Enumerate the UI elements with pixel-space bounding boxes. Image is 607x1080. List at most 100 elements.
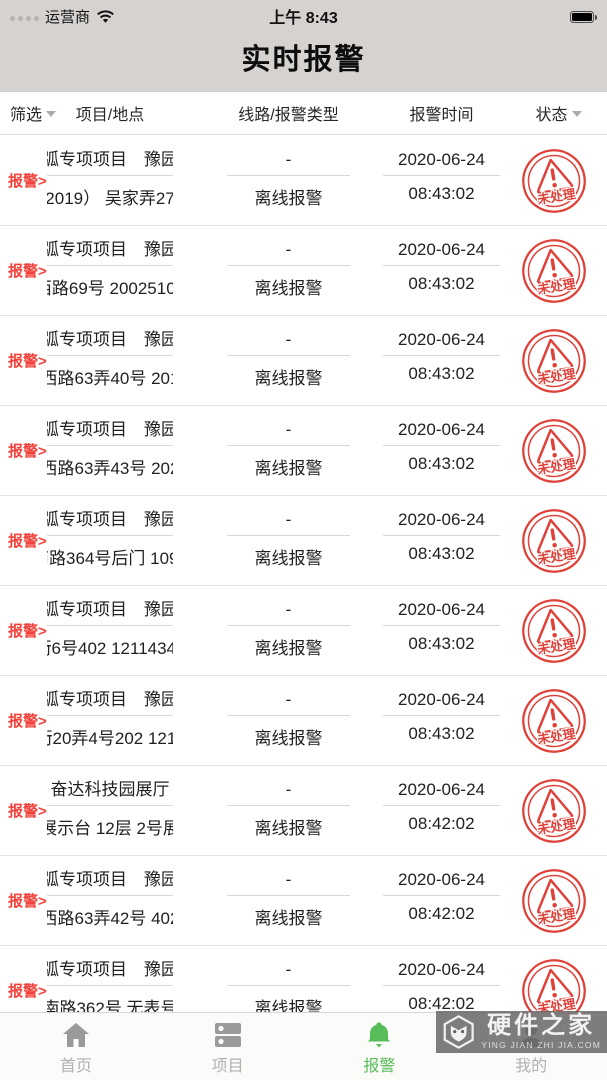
battery-icon	[570, 11, 597, 23]
alarm-row[interactable]: 报警> 电弧专项项目 豫园街 西路63弄43号 202 - 离线报警 2020-…	[0, 406, 607, 496]
line-name: -	[285, 330, 292, 349]
stamp-label: 未处理	[535, 366, 576, 387]
line-name: -	[285, 780, 292, 799]
unhandled-stamp-icon[interactable]: 未处理	[520, 327, 588, 395]
line-name: -	[285, 690, 292, 709]
alarm-date: 2020-06-24	[398, 420, 485, 439]
unhandled-stamp-icon[interactable]: 未处理	[520, 777, 588, 845]
watermark-title: 硬件之家	[487, 1012, 596, 1040]
line-type-cell: - 离线报警	[227, 226, 350, 315]
project-address: 西路63弄42号 402	[47, 909, 173, 928]
tab-home[interactable]: 首页	[0, 1013, 152, 1080]
unhandled-stamp-icon[interactable]: 未处理	[520, 597, 588, 665]
alarm-row[interactable]: 报警> 电弧专项项目 豫园街 街6号402 12114340 - 离线报警 20…	[0, 586, 607, 676]
project-address: （2019） 吴家弄27弄	[47, 189, 173, 208]
alarm-detail-link[interactable]: 报警>	[8, 353, 47, 370]
alarm-time-cell: 2020-06-24 08:43:02	[383, 586, 500, 675]
alarm-detail-link[interactable]: 报警>	[8, 983, 47, 1000]
project-location-cell: 电弧专项项目 豫园街 西路69号 20025102	[47, 226, 173, 315]
alarm-detail-link[interactable]: 报警>	[8, 893, 47, 910]
line-type-cell: - 离线报警	[227, 856, 350, 945]
stamp-label: 未处理	[535, 636, 576, 657]
alarm-detail-link[interactable]: 报警>	[8, 173, 47, 190]
stamp-label: 未处理	[535, 186, 576, 207]
unhandled-stamp-icon[interactable]: 未处理	[520, 507, 588, 575]
alarm-time-cell: 2020-06-24 08:42:02	[383, 946, 500, 1035]
project-location-cell: 电弧专项项目 豫园街 西路63弄40号 201	[47, 316, 173, 405]
project-address: 街20弄4号202 1211	[47, 729, 173, 748]
line-name: -	[285, 510, 292, 529]
alarm-row[interactable]: 报警> 电弧专项项目 豫园街 街20弄4号202 1211 - 离线报警 202…	[0, 676, 607, 766]
page-title: 实时报警	[241, 44, 366, 76]
column-header-project: 项目/地点	[75, 107, 145, 124]
project-name: 电弧专项项目 豫园街	[47, 600, 173, 619]
unhandled-stamp-icon[interactable]: 未处理	[520, 687, 588, 755]
alarm-time: 08:43:02	[408, 454, 475, 473]
alarm-detail-link[interactable]: 报警>	[8, 803, 47, 820]
project-address: 西路63弄40号 201	[47, 369, 173, 388]
alarm-detail-link[interactable]: 报警>	[8, 623, 47, 640]
line-name: -	[285, 870, 292, 889]
project-location-cell: 电弧专项项目 豫园街 （2019） 吴家弄27弄	[47, 136, 173, 225]
wifi-icon	[97, 10, 114, 23]
alarm-row[interactable]: 报警> 电弧专项项目 豫园街 西路63弄42号 402 - 离线报警 2020-…	[0, 856, 607, 946]
status-dropdown[interactable]: 状态	[500, 101, 607, 125]
watermark: 硬件之家 YING JIAN ZHI JIA.COM	[436, 1011, 607, 1053]
alarm-detail-link[interactable]: 报警>	[8, 263, 47, 280]
alarm-date: 2020-06-24	[398, 690, 485, 709]
alarm-time: 08:42:02	[408, 904, 475, 923]
unhandled-stamp-icon[interactable]: 未处理	[520, 147, 588, 215]
alarm-detail-link[interactable]: 报警>	[8, 533, 47, 550]
project-name: 电弧专项项目 豫园街	[47, 330, 173, 349]
stamp-label: 未处理	[535, 276, 576, 297]
filter-dropdown[interactable]: 筛选	[0, 101, 57, 125]
alarm-list[interactable]: 报警> 电弧专项项目 豫园街 （2019） 吴家弄27弄 - 离线报警 2020…	[0, 136, 607, 1080]
line-name: -	[285, 240, 292, 259]
status-label: 状态	[535, 107, 568, 124]
alarm-type: 离线报警	[254, 279, 323, 298]
line-type-cell: - 离线报警	[227, 496, 350, 585]
line-type-cell: - 离线报警	[227, 766, 350, 855]
column-header-time: 报警时间	[409, 107, 474, 124]
alarm-time-cell: 2020-06-24 08:43:02	[383, 676, 500, 765]
alarm-date: 2020-06-24	[398, 600, 485, 619]
unhandled-stamp-icon[interactable]: 未处理	[520, 417, 588, 485]
alarm-date: 2020-06-24	[398, 330, 485, 349]
alarm-date: 2020-06-24	[398, 150, 485, 169]
line-type-cell: - 离线报警	[227, 136, 350, 225]
line-name: -	[285, 600, 292, 619]
project-name: 电弧专项项目 豫园街	[47, 420, 173, 439]
alarm-row[interactable]: 报警> 电弧专项项目 豫园街 （2019） 吴家弄27弄 - 离线报警 2020…	[0, 136, 607, 226]
alarm-row[interactable]: 报警> 电弧专项项目 豫园街 西路63弄40号 201 - 离线报警 2020-…	[0, 316, 607, 406]
tab-alarms[interactable]: 报警	[304, 1013, 456, 1080]
alarm-row[interactable]: 报警> 电弧专项项目 豫园街 西路69号 20025102 - 离线报警 202…	[0, 226, 607, 316]
alarm-time-cell: 2020-06-24 08:42:02	[383, 766, 500, 855]
project-location-cell: 电弧专项项目 豫园街 西路63弄42号 402	[47, 856, 173, 945]
project-name: 电弧专项项目 豫园街	[47, 870, 173, 889]
alarm-date: 2020-06-24	[398, 780, 485, 799]
top-bar-background	[0, 0, 607, 92]
alarm-time: 08:43:02	[408, 364, 475, 383]
alarm-detail-link[interactable]: 报警>	[8, 713, 47, 730]
alarm-type: 离线报警	[254, 729, 323, 748]
alarm-time: 08:43:02	[408, 544, 475, 563]
column-header-type: 线路/报警类型	[238, 107, 339, 124]
tab-projects[interactable]: 项目	[152, 1013, 304, 1080]
alarm-type: 离线报警	[254, 549, 323, 568]
alarm-detail-link[interactable]: 报警>	[8, 443, 47, 460]
alarm-row[interactable]: 报警> 电弧专项项目 豫园街 南路364号后门 1095 - 离线报警 2020…	[0, 496, 607, 586]
project-address: 南路364号后门 1095	[47, 549, 173, 568]
unhandled-stamp-icon[interactable]: 未处理	[520, 237, 588, 305]
project-location-cell: 电弧专项项目 豫园街 西路63弄43号 202	[47, 406, 173, 495]
unhandled-stamp-icon[interactable]: 未处理	[520, 867, 588, 935]
alarm-time-cell: 2020-06-24 08:43:02	[383, 316, 500, 405]
table-header: 筛选 项目/地点 线路/报警类型 报警时间 状态	[0, 92, 607, 135]
alarm-date: 2020-06-24	[398, 510, 485, 529]
project-name: 奋达科技园展厅	[50, 780, 170, 799]
project-name: 电弧专项项目 豫园街	[47, 690, 173, 709]
alarm-time: 08:43:02	[408, 634, 475, 653]
alarm-time-cell: 2020-06-24 08:43:02	[383, 136, 500, 225]
line-type-cell: - 离线报警	[227, 406, 350, 495]
